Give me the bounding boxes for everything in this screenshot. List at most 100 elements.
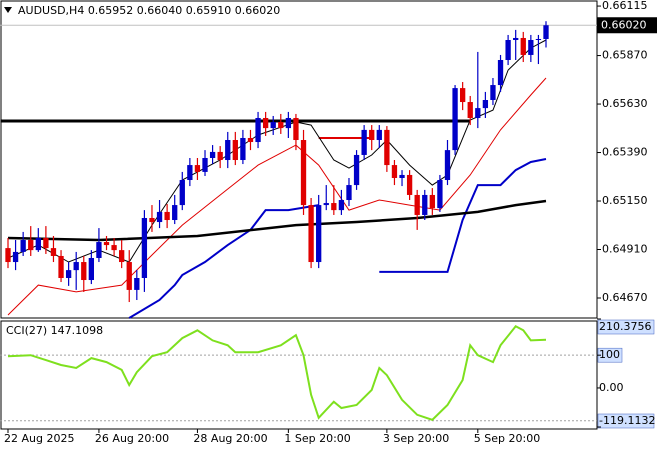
main-panel [0,0,598,319]
candle-body [391,165,398,178]
candle-body [35,237,41,251]
candle-body [50,248,57,256]
candle-body [111,245,117,251]
candle-body [262,117,269,129]
candle-body [270,122,276,129]
candle-body [323,203,329,206]
indicator-line [128,158,547,319]
y-tick-label: 0.65870 [602,49,648,62]
candle-body [467,102,473,118]
candle-body [513,37,519,41]
candle-body [209,151,216,158]
candle-body [437,180,443,209]
cci-panel [0,320,598,430]
candle-body [535,38,542,41]
y-tick-label: 0.65150 [602,194,648,207]
candle-body [316,205,322,263]
candle-body [300,140,307,206]
candle-body [43,237,49,249]
candle-body [12,251,19,263]
candle-body [422,194,428,215]
cci-tick-box [597,413,655,429]
candle-body [58,255,64,278]
candle-body [505,40,511,61]
candle-body [172,205,178,221]
y-tick-label: 0.65390 [602,146,648,159]
candle-body [459,88,466,103]
candle-body [528,40,534,55]
candle-body [346,185,352,201]
candle-body [285,117,292,129]
cci-tick-label: 0.00 [599,381,624,394]
candle-body [331,203,337,211]
candle-body [187,165,193,181]
y-tick-label: 0.66115 [602,0,648,12]
current-price-label: 0.66020 [601,18,647,31]
candle-body [5,248,11,263]
candle-body [452,88,458,151]
candle-body [88,257,95,281]
cci-tick-label: 210.3756 [599,320,652,333]
candle-body [475,108,481,118]
candle-body [164,211,170,221]
collapse-arrow [4,7,12,13]
candle-body [520,37,526,55]
candle-body [156,211,163,223]
candle-body [217,151,223,161]
candle-body [369,129,375,141]
y-tick-label: 0.64910 [602,243,648,256]
x-tick-label: 5 Sep 20:00 [474,432,540,445]
candle-body [308,205,314,263]
candle-body [384,129,390,166]
y-tick-label: 0.65630 [602,97,648,110]
chart-title: AUDUSD,H4 0.65952 0.66040 0.65910 0.6602… [18,4,280,17]
candle-body [119,250,125,263]
x-tick-label: 28 Aug 20:00 [193,432,267,445]
candle-body [278,122,284,129]
candle-body [338,200,345,211]
candle-body [497,60,504,86]
candle-body [406,174,413,195]
candle-body [141,217,148,278]
indicator-line [7,77,547,316]
cci-line [7,325,547,421]
candle-body [81,262,87,281]
candle-body [28,240,34,251]
candle-body [399,174,405,178]
candle-body [353,154,360,186]
candle-body [126,262,132,290]
candle-body [361,129,367,155]
candle-body [134,277,140,290]
candle-body [73,262,79,271]
candle-body [65,270,72,278]
indicator-line [7,199,547,242]
cci-tick-label: -119.1132 [599,414,655,427]
candle-body [255,117,261,143]
candle-body [232,140,238,161]
candle-body [96,242,102,258]
candle-body [202,157,208,172]
candle-body [149,217,155,223]
candle-body [414,194,420,215]
candle-body [20,240,26,252]
cci-title: CCI(27) 147.1098 [6,324,103,337]
candle-body [490,85,496,101]
candle-body [194,165,201,172]
y-tick-label: 0.64670 [602,291,648,304]
candle-body [444,150,451,181]
x-tick-label: 1 Sep 20:00 [284,432,350,445]
candle-body [429,194,435,209]
cci-tick-box [597,319,655,335]
candle-body [247,137,254,143]
x-tick-label: 26 Aug 20:00 [95,432,169,445]
candle-body [225,140,231,161]
x-tick-label: 22 Aug 2025 [4,432,74,445]
candle-body [376,129,382,141]
candle-body [103,242,110,246]
cci-tick-label: 100 [599,348,620,361]
x-tick-label: 3 Sep 20:00 [383,432,449,445]
current-price-box [597,17,657,34]
candle-body [293,117,299,141]
